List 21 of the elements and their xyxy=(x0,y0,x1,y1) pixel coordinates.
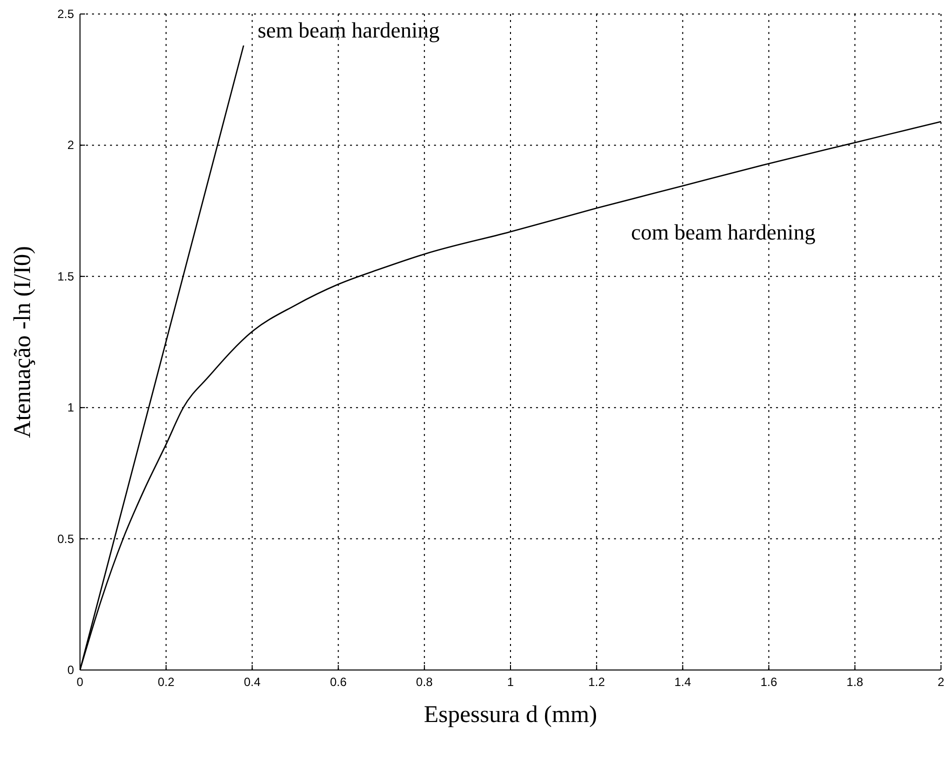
x-tick-label: 1 xyxy=(507,675,514,689)
x-tick-label: 1.6 xyxy=(760,675,778,689)
x-tick-label: 0.8 xyxy=(416,675,434,689)
x-tick-label: 1.2 xyxy=(588,675,606,689)
x-tick-label: 2 xyxy=(938,675,945,689)
y-tick-label: 2 xyxy=(67,138,74,152)
y-tick-label: 1.5 xyxy=(57,269,74,284)
y-tick-label: 0.5 xyxy=(57,532,74,546)
x-axis-title: Espessura d (mm) xyxy=(424,702,598,728)
x-tick-label: 0.6 xyxy=(330,675,347,689)
y-tick-label: 2.5 xyxy=(57,7,74,21)
x-tick-label: 0 xyxy=(76,675,84,689)
y-tick-label: 1 xyxy=(67,400,74,415)
y-tick-label: 0 xyxy=(67,663,74,677)
y-axis-title: Atenuação -ln (I/I0) xyxy=(10,246,36,438)
x-tick-label: 0.2 xyxy=(158,675,175,689)
x-tick-label: 1.8 xyxy=(846,675,864,689)
x-tick-label: 0.4 xyxy=(244,675,261,689)
x-tick-label: 1.4 xyxy=(674,675,692,689)
series-label: com beam hardening xyxy=(631,219,816,244)
series-label: sem beam hardening xyxy=(258,17,440,42)
